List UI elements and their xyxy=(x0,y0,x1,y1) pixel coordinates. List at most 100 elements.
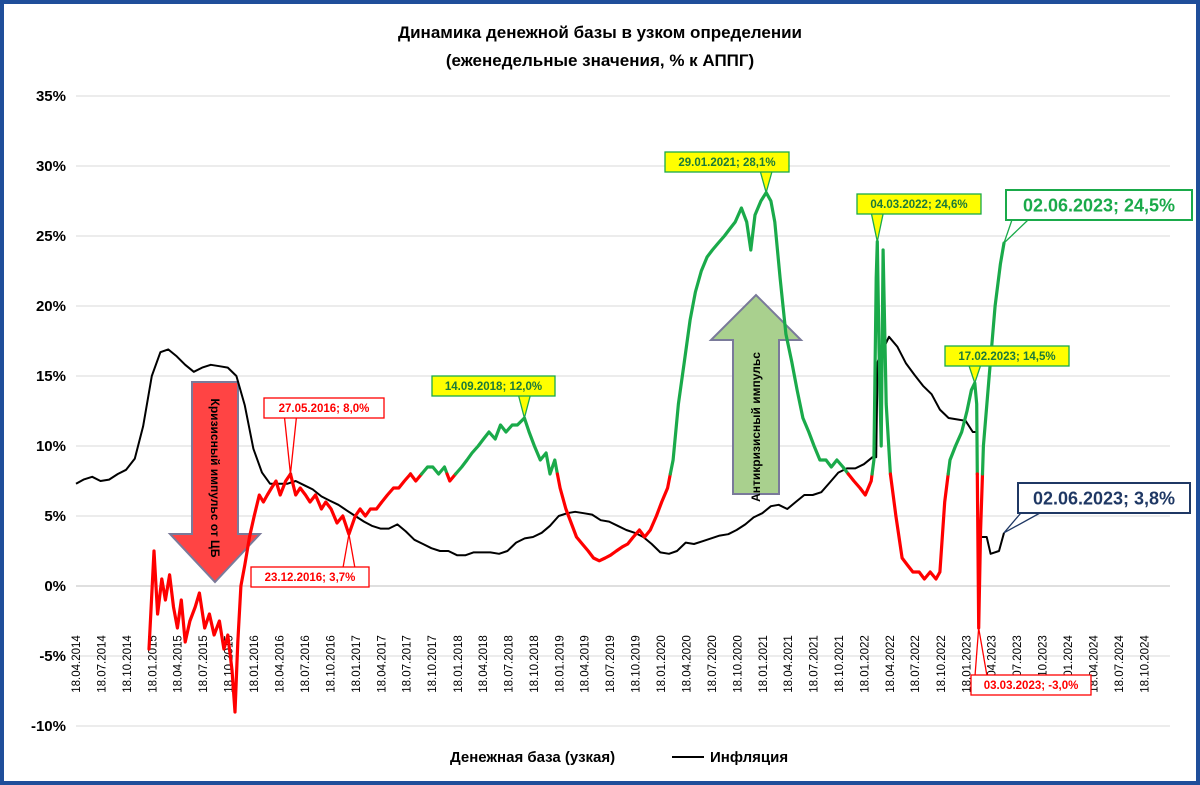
annotation-pointer xyxy=(1003,213,1029,244)
annotation-yellow-2023: 17.02.2023; 14,5% xyxy=(944,345,1070,386)
annotation-red-2023: 03.03.2023; -3,0% xyxy=(970,627,1092,696)
annotation-label: 29.01.2021; 28,1% xyxy=(678,157,775,169)
y-tick-label: -10% xyxy=(31,718,66,735)
annotation-label: 17.02.2023; 14,5% xyxy=(958,351,1055,363)
series-money-base-line xyxy=(980,241,1006,476)
annotation-box xyxy=(263,397,385,419)
anticrisis-arrow-shape xyxy=(708,293,804,495)
x-tick-label: 18.04.2022 xyxy=(885,635,897,693)
x-tick-label: 18.07.2020 xyxy=(707,635,719,693)
annotation-box xyxy=(944,345,1070,367)
series-money-base-line xyxy=(975,472,985,630)
x-tick-label: 18.07.2014 xyxy=(96,635,108,693)
series-layer xyxy=(75,191,1006,714)
series-money-base-line xyxy=(870,240,892,476)
annotation-yellow-2022: 04.03.2022; 24,6% xyxy=(856,193,982,242)
x-tick-label: 18.07.2016 xyxy=(300,635,312,693)
x-tick-label: 18.04.2015 xyxy=(173,635,185,693)
annotation-pointer xyxy=(974,627,988,677)
x-tick-label: 18.04.2019 xyxy=(580,635,592,693)
x-tick-label: 18.10.2016 xyxy=(326,635,338,693)
x-tick-label: 18.07.2017 xyxy=(402,635,414,693)
series-money-base-line xyxy=(420,465,449,476)
x-tick-label: 18.07.2015 xyxy=(198,635,210,693)
series-money-base-line xyxy=(946,381,979,476)
series-money-base-line xyxy=(668,191,850,476)
y-tick-label: 25% xyxy=(36,228,66,245)
x-tick-label: 18.10.2019 xyxy=(631,635,643,693)
x-tick-label: 18.01.2016 xyxy=(249,635,261,693)
y-axis-ticks: -10% -5% 0% 5% 10% 15% 20% 25% 30% 35% xyxy=(31,88,66,735)
chart-frame: Динамика денежной базы в узком определен… xyxy=(4,4,1196,781)
y-tick-label: 0% xyxy=(44,578,66,595)
series-money-base-line xyxy=(555,472,672,563)
x-tick-label: 18.10.2022 xyxy=(936,635,948,693)
x-tick-label: 18.04.2014 xyxy=(71,635,83,693)
x-tick-label: 18.04.2021 xyxy=(783,635,795,693)
series-money-base-line xyxy=(408,472,424,483)
annotation-layer: 27.05.2016; 8,0% 23.12.2016; 3,7% 14.09.20… xyxy=(250,151,1193,696)
y-tick-label: 20% xyxy=(36,298,66,315)
x-tick-label: 18.04.2016 xyxy=(275,635,287,693)
annotation-navy-2023: 02.06.2023; 3,8% xyxy=(1003,482,1191,534)
series-money-base-line xyxy=(454,416,559,476)
y-tick-label: 30% xyxy=(36,158,66,175)
crisis-arrow: Кризисный импульс от ЦБ xyxy=(167,381,263,584)
annotation-label: 14.09.2018; 12,0% xyxy=(445,381,542,393)
legend-label-inflation: Инфляция xyxy=(710,749,788,766)
y-tick-label: 35% xyxy=(36,88,66,105)
annotation-pointer xyxy=(342,534,356,569)
x-tick-label: 18.01.2021 xyxy=(758,635,770,693)
series-money-base-line xyxy=(288,472,413,536)
annotation-yellow-2021: 29.01.2021; 28,1% xyxy=(664,151,790,196)
series-money-base-line xyxy=(445,472,458,483)
x-tick-label: 18.04.2020 xyxy=(682,635,694,693)
x-tick-label: 18.07.2018 xyxy=(503,635,515,693)
annotation-yellow-2018: 14.09.2018; 12,0% xyxy=(431,375,556,421)
chart-subtitle: (еженедельные значения, % к АППГ) xyxy=(446,51,754,70)
annotation-box xyxy=(250,566,370,588)
series-money-base-line xyxy=(888,472,950,581)
x-tick-label: 18.04.2017 xyxy=(376,635,388,693)
annotation-red-2016-05: 27.05.2016; 8,0% xyxy=(263,397,385,475)
annotation-green-2023: 02.06.2023; 24,5% xyxy=(1003,189,1193,244)
annotation-label: 04.03.2022; 24,6% xyxy=(870,199,967,211)
x-tick-label: 18.01.2018 xyxy=(453,635,465,693)
x-tick-label: 18.01.2020 xyxy=(656,635,668,693)
x-tick-label: 18.07.2022 xyxy=(910,635,922,693)
x-tick-label: 18.07.2021 xyxy=(809,635,821,693)
crisis-arrow-label: Кризисный импульс от ЦБ xyxy=(208,399,222,558)
series-money-base-line xyxy=(147,472,293,714)
annotation-box xyxy=(1005,189,1193,221)
annotation-pointer xyxy=(283,416,298,475)
annotation-label: 03.03.2023; -3,0% xyxy=(984,680,1079,692)
x-tick-label: 18.01.2022 xyxy=(860,635,872,693)
series-inflation-line xyxy=(75,335,1005,557)
annotation-pointer xyxy=(759,170,773,196)
chart-title: Динамика денежной базы в узком определен… xyxy=(398,23,802,42)
x-tick-label: 18.04.2018 xyxy=(478,635,490,693)
x-tick-label: 18.07.2019 xyxy=(605,635,617,693)
x-tick-label: 18.01.2017 xyxy=(351,635,363,693)
x-tick-label: 18.10.2017 xyxy=(427,635,439,693)
x-tick-label: 18.10.2014 xyxy=(122,635,134,693)
x-tick-label: 18.07.2024 xyxy=(1114,635,1126,693)
y-tick-label: 10% xyxy=(36,438,66,455)
crisis-arrow-shape xyxy=(167,381,263,584)
anticrisis-arrow: Антикризисный импульс xyxy=(708,293,804,502)
annotation-pointer xyxy=(870,212,884,242)
annotation-label: 23.12.2016; 3,7% xyxy=(265,572,356,584)
annotation-pointer xyxy=(968,364,982,386)
annotation-label: 02.06.2023; 24,5% xyxy=(1023,195,1175,215)
x-tick-label: 18.10.2024 xyxy=(1139,635,1151,693)
chart-svg: Динамика денежной базы в узком определен… xyxy=(31,23,1193,766)
annotation-box xyxy=(664,151,790,173)
annotation-box xyxy=(856,193,982,215)
y-tick-label: 15% xyxy=(36,368,66,385)
annotation-label: 02.06.2023; 3,8% xyxy=(1033,488,1175,508)
annotation-box xyxy=(970,674,1092,696)
series-money-base-line xyxy=(846,472,874,497)
legend-label-money-base: Денежная база (узкая) xyxy=(450,749,615,766)
annotation-box xyxy=(1017,482,1191,514)
annotation-box xyxy=(431,375,556,397)
